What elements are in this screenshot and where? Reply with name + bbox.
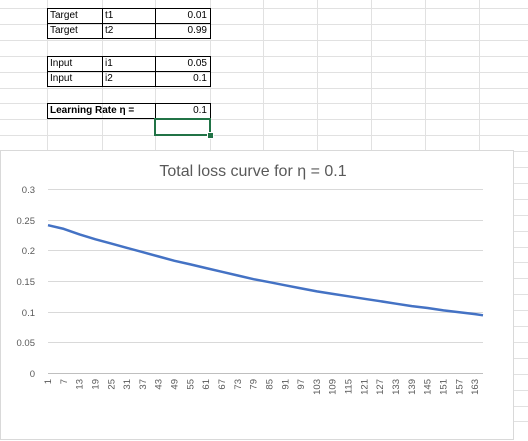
cell-b4[interactable]: i1	[105, 58, 113, 69]
x-tick-label: 97	[296, 379, 307, 390]
x-tick-label: 109	[328, 379, 339, 395]
x-tick-label: 91	[280, 379, 291, 390]
x-tick-label: 49	[170, 379, 181, 390]
loss-series-line[interactable]	[47, 223, 484, 317]
x-tick-label: 73	[233, 379, 244, 390]
selected-cell-c8[interactable]	[154, 118, 211, 136]
cell-c4[interactable]: 0.05	[187, 58, 207, 69]
y-tick-label: 0	[30, 369, 35, 380]
chart-title: Total loss curve for η = 0.1	[159, 163, 346, 180]
x-tick-label: 55	[185, 379, 196, 390]
loss-chart-svg: Total loss curve for η = 0.1 0 0.05 0.1 0.1…	[17, 163, 484, 395]
y-tick-label: 0.2	[22, 246, 35, 257]
x-tick-label: 43	[154, 379, 165, 390]
x-tick-label: 79	[249, 379, 260, 390]
x-tick-label: 1	[43, 379, 54, 384]
x-tick-label: 19	[90, 379, 101, 390]
x-tick-label: 121	[359, 379, 370, 395]
x-tick-label: 127	[375, 379, 386, 395]
cell-c1[interactable]: 0.01	[187, 10, 207, 21]
cell-c2[interactable]: 0.99	[187, 25, 207, 36]
x-tick-label: 31	[122, 379, 133, 390]
cell-a2[interactable]: Target	[50, 25, 78, 36]
x-tick-label: 7	[59, 379, 70, 384]
x-tick-label: 85	[264, 379, 275, 390]
x-tick-label: 145	[423, 379, 434, 395]
x-tick-label: 133	[391, 379, 402, 395]
cell-a5[interactable]: Input	[50, 73, 73, 84]
x-tick-label: 157	[454, 379, 465, 395]
y-tick-label: 0.3	[22, 185, 35, 196]
learning-rate-label[interactable]: Learning Rate η =	[50, 105, 135, 116]
loss-chart[interactable]: Total loss curve for η = 0.1 0 0.05 0.1 0.1…	[0, 150, 514, 440]
cell-a1[interactable]: Target	[50, 10, 78, 21]
learning-rate-value[interactable]: 0.1	[193, 105, 207, 116]
cell-c5[interactable]: 0.1	[193, 73, 207, 84]
x-tick-label: 115	[344, 379, 355, 394]
cell-b2[interactable]: t2	[105, 25, 114, 36]
x-tick-label: 13	[75, 379, 86, 390]
cell-b5[interactable]: i2	[105, 73, 113, 84]
fill-handle[interactable]	[207, 132, 214, 139]
y-tick-label: 0.1	[22, 308, 35, 319]
x-tick-label: 151	[438, 379, 449, 395]
x-tick-label: 103	[312, 379, 323, 395]
x-tick-label: 163	[470, 379, 481, 395]
x-tick-label: 25	[106, 379, 117, 390]
y-tick-label: 0.15	[17, 277, 36, 288]
y-tick-label: 0.05	[17, 338, 36, 349]
x-tick-label: 67	[217, 379, 228, 390]
cell-a4[interactable]: Input	[50, 58, 73, 69]
x-tick-label: 61	[201, 379, 212, 390]
x-tick-label: 37	[138, 379, 149, 390]
cell-b1[interactable]: t1	[105, 10, 114, 21]
y-tick-label: 0.25	[17, 216, 36, 227]
x-tick-label: 139	[407, 379, 418, 395]
